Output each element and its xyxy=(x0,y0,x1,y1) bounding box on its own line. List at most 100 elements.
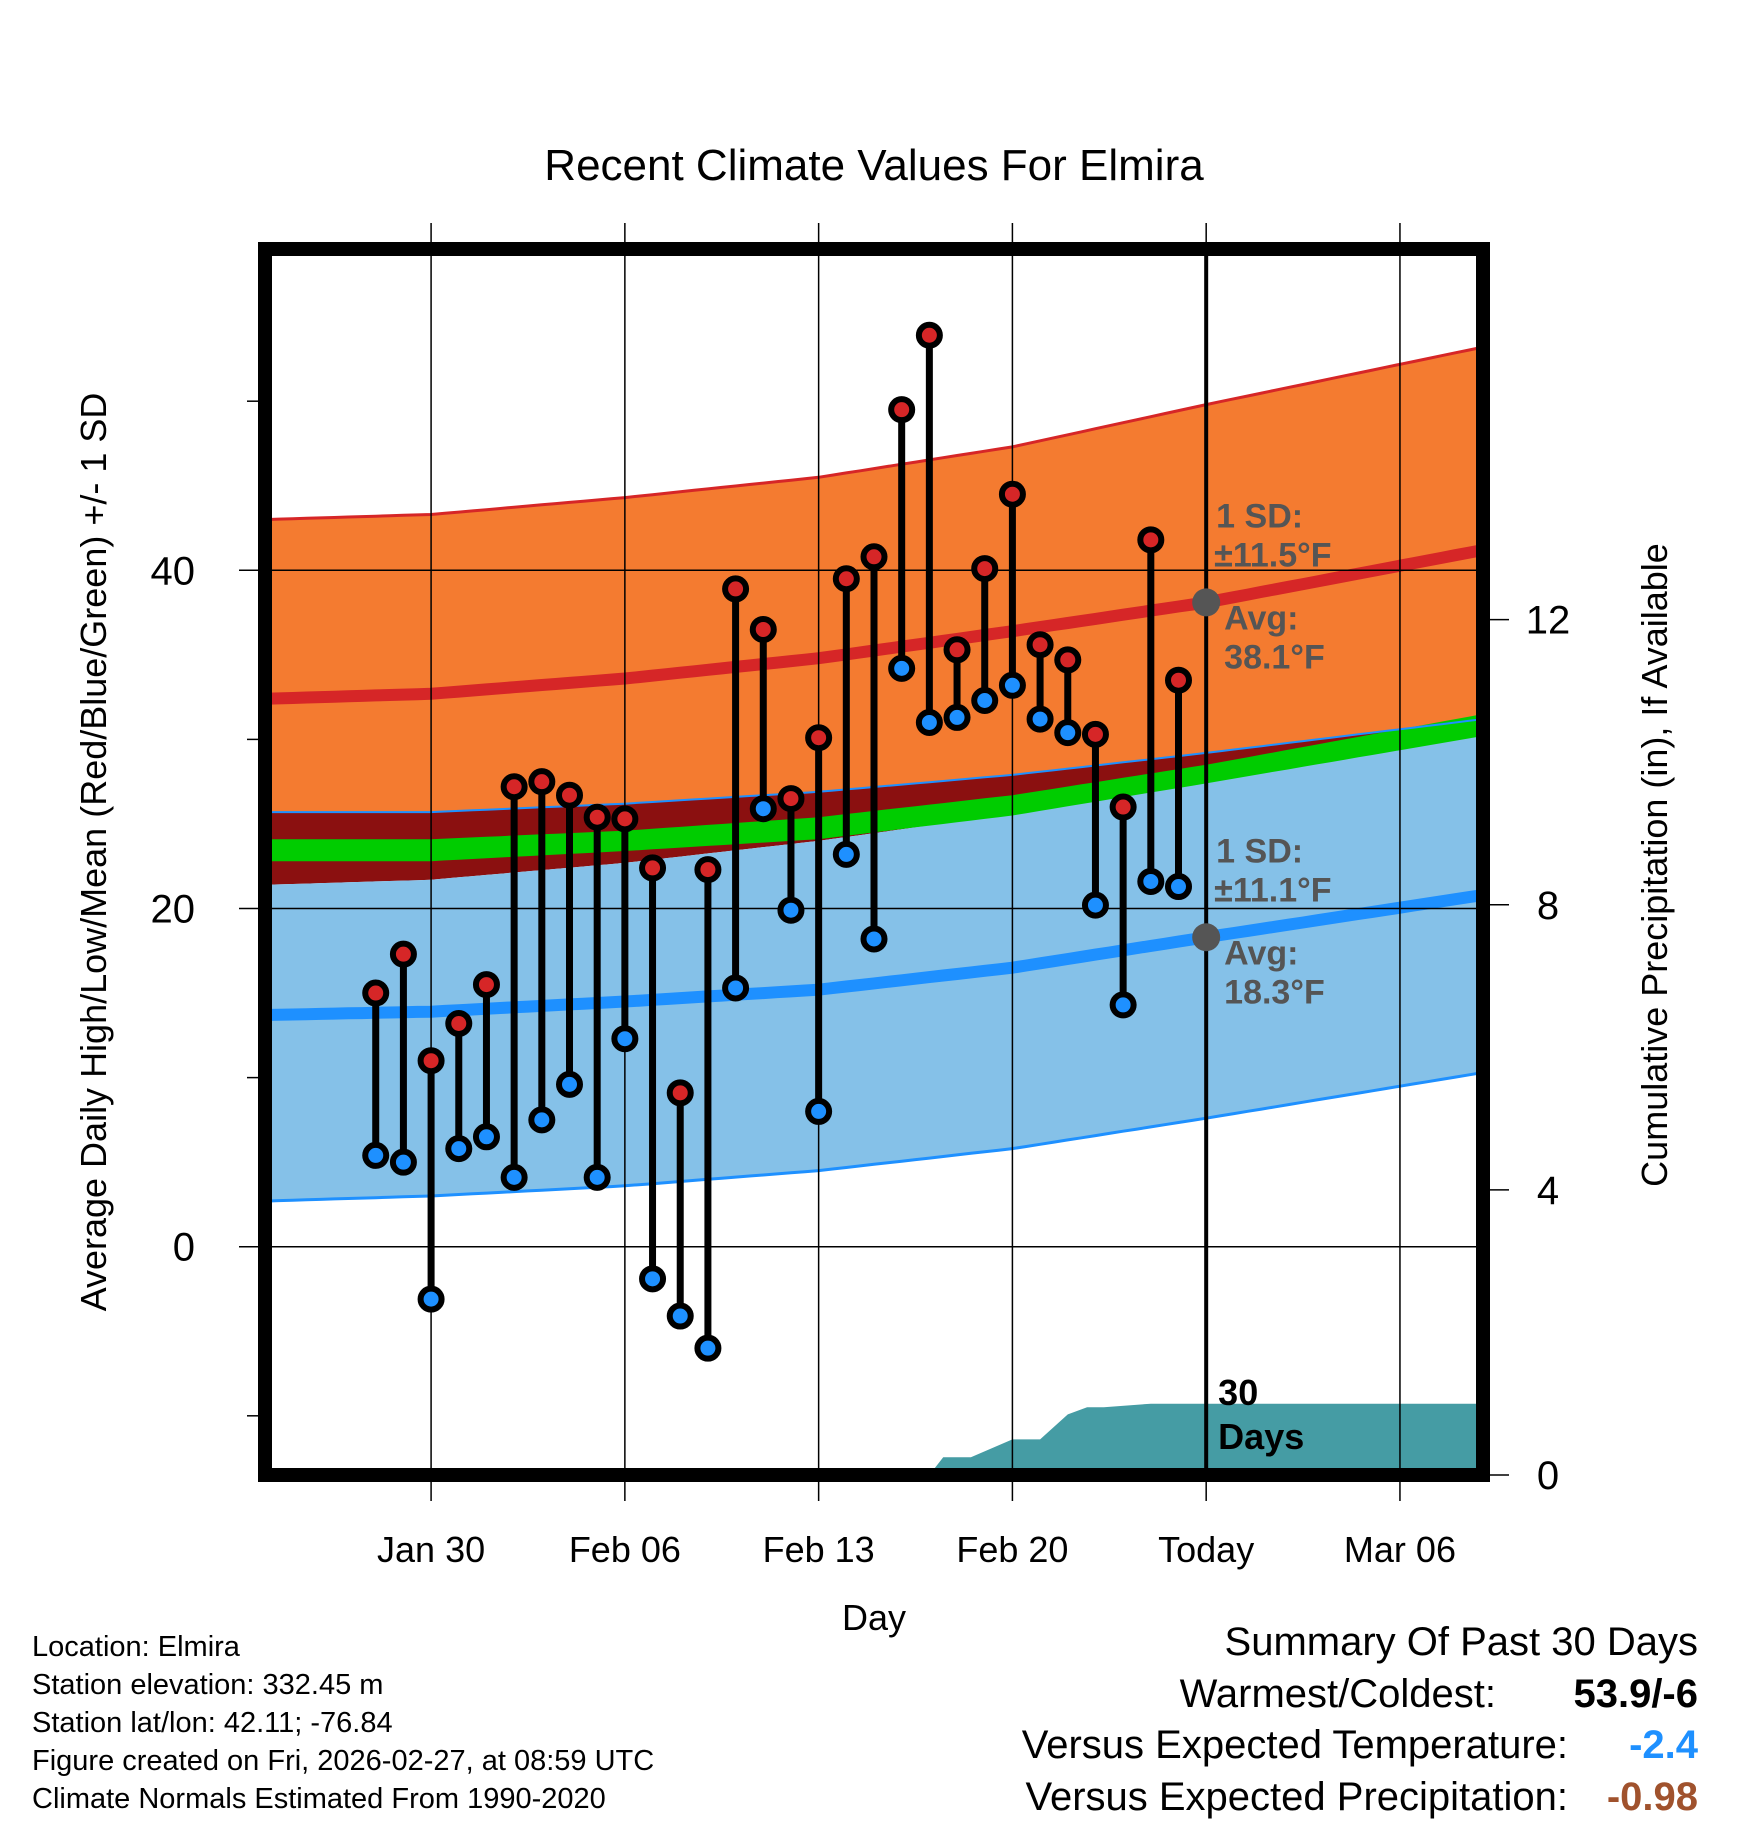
daily-high-point xyxy=(500,773,528,801)
daily-high-point xyxy=(362,979,390,1007)
low-sd-label: 1 SD: xyxy=(1216,832,1303,870)
daily-low-point xyxy=(832,840,860,868)
daily-low-point xyxy=(1109,991,1137,1019)
expected-precipitation-value: -0.98 xyxy=(1606,1775,1698,1819)
daily-low-point xyxy=(445,1135,473,1163)
daily-high-point xyxy=(639,854,667,882)
daily-low-point xyxy=(583,1163,611,1191)
figure-created: Figure created on Fri, 2026-02-27, at 08… xyxy=(32,1745,655,1777)
daily-low-point xyxy=(556,1070,583,1098)
daily-high-point xyxy=(583,803,611,831)
daily-high-point xyxy=(472,971,500,999)
daily-high-point xyxy=(971,555,999,583)
low-avg-value: 18.3°F xyxy=(1224,973,1325,1011)
daily-low-point xyxy=(1081,891,1109,919)
daily-high-point xyxy=(832,565,860,593)
daily-high-point xyxy=(860,543,888,571)
expected-temperature-label: Versus Expected Temperature: xyxy=(1021,1723,1568,1767)
daily-high-point xyxy=(556,781,583,809)
daily-high-point xyxy=(722,575,750,603)
high-upper-edge xyxy=(265,345,1483,522)
low-lower-edge xyxy=(265,1071,1483,1203)
daily-high-point xyxy=(417,1047,445,1075)
daily-high-point xyxy=(998,480,1026,508)
summary-heading: Summary Of Past 30 Days xyxy=(1224,1620,1698,1664)
daily-low-point xyxy=(389,1148,417,1176)
daily-high-point xyxy=(1137,526,1165,554)
daily-low-point xyxy=(888,654,916,682)
daily-low-point xyxy=(777,896,805,924)
daily-high-point xyxy=(445,1009,473,1037)
daily-high-point xyxy=(1165,666,1192,694)
daily-low-point xyxy=(943,703,971,731)
station-elevation: Station elevation: 332.45 m xyxy=(32,1669,384,1701)
daily-low-point xyxy=(472,1123,500,1151)
y-right-tick-label: 4 xyxy=(1537,1169,1559,1213)
x-tick-label: Feb 13 xyxy=(763,1529,875,1570)
warmest-coldest-label: Warmest/Coldest: xyxy=(1179,1672,1496,1716)
high-avg-value: 38.1°F xyxy=(1224,638,1325,676)
daily-high-point xyxy=(749,615,777,643)
daily-high-point xyxy=(805,724,833,752)
daily-low-point xyxy=(805,1097,833,1125)
expected-temperature-value: -2.4 xyxy=(1629,1723,1698,1767)
daily-high-point xyxy=(915,321,943,349)
daily-low-point xyxy=(611,1025,639,1053)
daily-high-point xyxy=(1026,631,1054,659)
x-tick-label: Mar 06 xyxy=(1344,1529,1456,1570)
daily-high-point xyxy=(1054,646,1082,674)
y-right-tick-label: 12 xyxy=(1526,599,1571,643)
x-tick-label: Today xyxy=(1158,1529,1254,1570)
high-sd-label: 1 SD: xyxy=(1216,497,1303,535)
daily-low-point xyxy=(998,671,1026,699)
daily-high-point xyxy=(888,396,916,424)
daily-low-point xyxy=(1165,873,1192,901)
plot-frame xyxy=(258,242,1490,1482)
daily-high-point xyxy=(666,1079,694,1107)
daily-high-point xyxy=(528,768,556,796)
daily-high-point xyxy=(1109,793,1137,821)
daily-low-point xyxy=(362,1141,390,1169)
normals-period: Climate Normals Estimated From 1990-2020 xyxy=(32,1783,606,1815)
x-axis-title: Day xyxy=(842,1597,906,1638)
daily-low-point xyxy=(860,925,888,953)
y-left-tick-label: 0 xyxy=(173,1226,195,1270)
daily-low-point xyxy=(500,1163,528,1191)
today-low-normal-marker xyxy=(1192,923,1221,952)
chart-title: Recent Climate Values For Elmira xyxy=(544,141,1204,190)
y-left-tick-label: 40 xyxy=(151,549,196,593)
x-tick-label: Feb 06 xyxy=(569,1529,681,1570)
low-avg-label: Avg: xyxy=(1224,934,1298,972)
daily-low-point xyxy=(971,687,999,715)
daily-high-point xyxy=(389,940,417,968)
y-right-tick-label: 0 xyxy=(1537,1454,1559,1498)
daily-low-point xyxy=(666,1302,694,1330)
x-tick-label: Jan 30 xyxy=(377,1529,485,1570)
daily-low-point xyxy=(1026,705,1054,733)
high-sd-value: ±11.5°F xyxy=(1214,536,1331,574)
y-axis-title-left: Average Daily High/Low/Mean (Red/Blue/Gr… xyxy=(73,393,114,1312)
station-latlon: Station lat/lon: 42.11; -76.84 xyxy=(32,1707,393,1739)
daily-low-point xyxy=(1054,719,1082,747)
daily-low-point xyxy=(528,1106,556,1134)
daily-low-point xyxy=(639,1265,667,1293)
daily-high-point xyxy=(943,636,971,664)
thirty-days-number: 30 xyxy=(1218,1372,1258,1413)
daily-low-point xyxy=(417,1285,445,1313)
y-right-tick-label: 8 xyxy=(1537,884,1559,928)
daily-high-point xyxy=(1081,720,1109,748)
x-tick-label: Feb 20 xyxy=(956,1529,1068,1570)
thirty-days-label: Days xyxy=(1218,1416,1304,1457)
location-info: Location: Elmira Station elevation: 332.… xyxy=(32,1628,654,1818)
y-axis-title-right: Cumulative Precipitation (in), If Availa… xyxy=(1634,543,1675,1187)
high-avg-label: Avg: xyxy=(1224,599,1298,637)
daily-high-point xyxy=(694,856,722,884)
daily-low-point xyxy=(694,1334,722,1362)
daily-low-point xyxy=(1137,867,1165,895)
normal-low-line xyxy=(265,889,1483,1021)
y-left-tick-label: 20 xyxy=(151,888,196,932)
expected-precipitation-label: Versus Expected Precipitation: xyxy=(1025,1775,1568,1819)
daily-low-point xyxy=(722,974,750,1002)
